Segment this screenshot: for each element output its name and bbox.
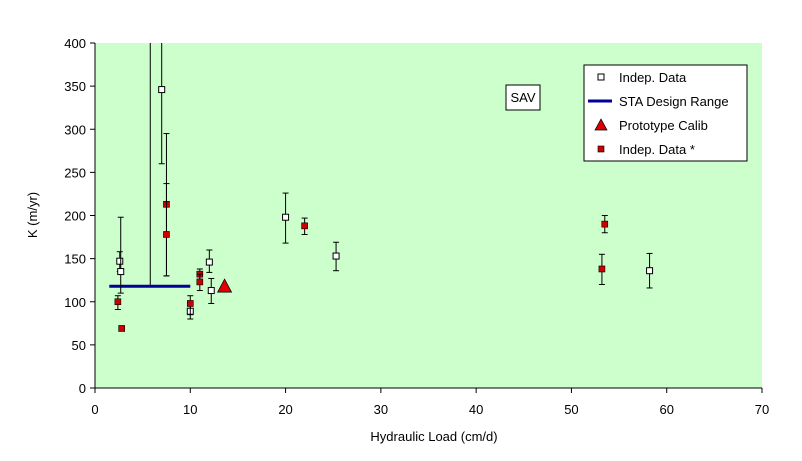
x-tick-label: 40 [469, 402, 483, 417]
legend-marker-open-square [597, 73, 605, 81]
data-point-filled [114, 298, 122, 306]
y-tick-label: 350 [64, 79, 86, 94]
x-axis-label: Hydraulic Load (cm/d) [370, 429, 497, 444]
data-point-open [116, 257, 124, 265]
axes: 0 10 20 30 40 50 60 70 0 50 100 150 200 250 300 350 400 [64, 36, 769, 417]
legend-label-2: Prototype Calib [619, 118, 708, 133]
y-tick-label: 400 [64, 36, 86, 51]
y-tick-label: 200 [64, 209, 86, 224]
y-tick-label: 100 [64, 295, 86, 310]
y-tick-label: 50 [72, 338, 86, 353]
x-tick-label: 20 [278, 402, 292, 417]
y-tick-label: 300 [64, 122, 86, 137]
legend-marker-filled-square [597, 145, 605, 153]
legend: Indep. Data STA Design Range Prototype C… [583, 64, 748, 162]
legend-label-3: Indep. Data * [619, 142, 695, 157]
y-tick-label: 250 [64, 165, 86, 180]
legend-label-1: STA Design Range [619, 94, 729, 109]
x-tick-label: 70 [755, 402, 769, 417]
x-tick-label: 60 [659, 402, 673, 417]
annotation-box: SAV [505, 84, 541, 111]
data-point-triangle [217, 278, 233, 293]
legend-box [583, 64, 748, 162]
x-tick-label: 0 [91, 402, 98, 417]
data-point-filled [186, 300, 194, 307]
y-tick-label: 0 [79, 381, 86, 396]
data-point-open [205, 258, 213, 266]
y-axis-label: K (m/yr) [25, 192, 40, 238]
data-point-open [282, 213, 290, 221]
data-point-filled [601, 220, 609, 228]
data-point-filled [196, 278, 204, 286]
legend-marker-triangle [594, 118, 608, 131]
data-point-filled [163, 231, 170, 238]
annotation-text: SAV [510, 90, 535, 105]
chart-marks [109, 43, 654, 332]
data-point-open [207, 287, 215, 295]
data-point-filled [301, 222, 308, 230]
y-tick-label: 150 [64, 252, 86, 267]
data-point-filled [118, 325, 125, 332]
x-tick-label: 50 [564, 402, 578, 417]
data-point-open [332, 252, 340, 260]
data-point-open [646, 267, 654, 275]
x-tick-label: 10 [183, 402, 197, 417]
data-point-open [117, 268, 125, 276]
legend-label-0: Indep. Data [619, 70, 687, 85]
data-point-filled [598, 265, 606, 273]
x-tick-label: 30 [374, 402, 388, 417]
data-point-open [158, 86, 166, 94]
